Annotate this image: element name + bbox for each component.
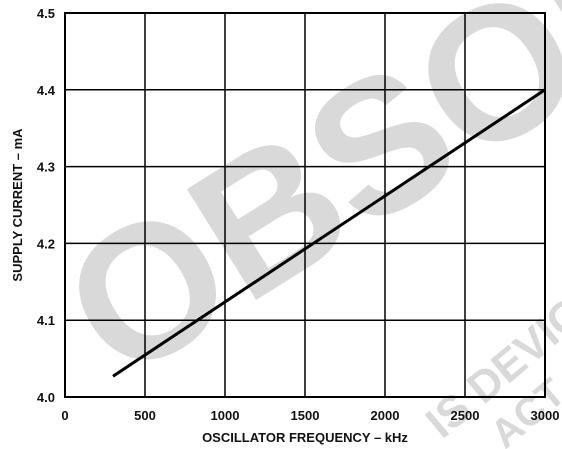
y-tick-label: 4.4 [37, 83, 56, 98]
x-tick-label: 500 [134, 408, 156, 423]
x-axis-title: OSCILLATOR FREQUENCY – kHz [202, 430, 408, 445]
watermark: OBSOL IS DEVIC ACT [29, 0, 562, 449]
x-tick-label: 3000 [531, 408, 560, 423]
y-tick-label: 4.1 [37, 313, 55, 328]
x-tick-label: 1000 [211, 408, 240, 423]
x-tick-label: 2500 [451, 408, 480, 423]
x-tick-label: 1500 [291, 408, 320, 423]
y-axis-title: SUPPLY CURRENT – mA [10, 128, 25, 282]
y-tick-label: 4.5 [37, 6, 55, 21]
series-line-0 [112, 88, 546, 378]
series-layer [112, 88, 546, 378]
y-tick-label: 4.2 [37, 236, 55, 251]
y-tick-labels: 4.0 4.1 4.2 4.3 4.4 4.5 [37, 6, 56, 405]
y-tick-label: 4.0 [37, 390, 55, 405]
x-tick-label: 0 [61, 408, 68, 423]
plot-frame [64, 12, 546, 398]
x-tick-labels: 0 500 1000 1500 2000 2500 3000 [61, 408, 559, 423]
y-tick-label: 4.3 [37, 160, 55, 175]
x-tick-label: 2000 [371, 408, 400, 423]
